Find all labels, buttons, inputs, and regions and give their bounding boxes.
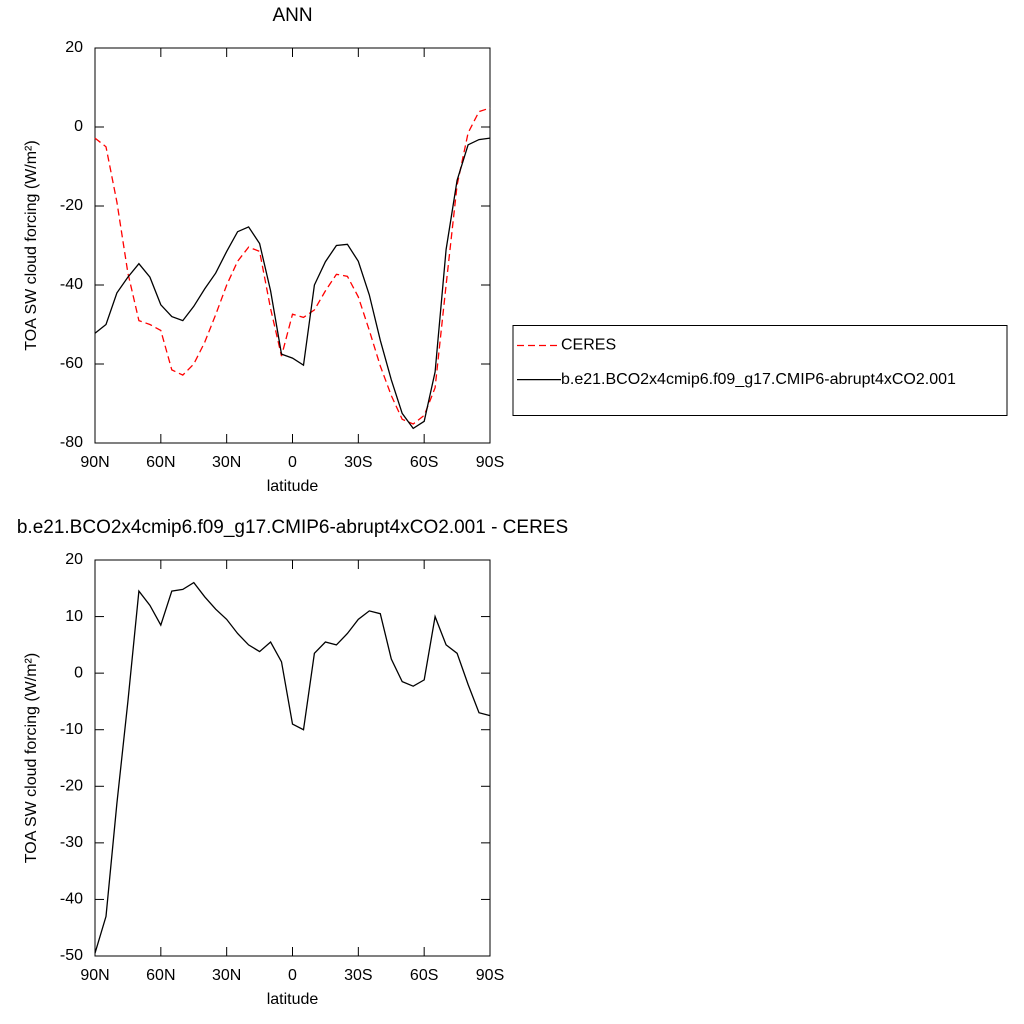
y-tick-label: 10 <box>65 608 83 625</box>
x-tick-label: 90S <box>476 454 504 471</box>
chart-title: ANN <box>272 5 312 26</box>
y-tick-label: 20 <box>65 39 83 56</box>
x-tick-label: 30N <box>212 967 241 984</box>
legend-box <box>512 325 1008 416</box>
data-line <box>94 137 491 430</box>
y-tick-label: -60 <box>60 355 83 372</box>
x-tick-label: 60N <box>146 967 175 984</box>
y-tick-label: -40 <box>60 891 83 908</box>
x-tick-label: 90N <box>80 454 109 471</box>
y-tick-label: 0 <box>74 118 83 135</box>
y-tick-label: 0 <box>74 664 83 681</box>
x-tick-label: 90N <box>80 967 109 984</box>
y-tick-label: -80 <box>60 434 83 451</box>
plot-frame <box>94 47 491 444</box>
x-tick-label: 30N <box>212 454 241 471</box>
x-tick-label: 90S <box>476 967 504 984</box>
x-tick-label: 30S <box>344 967 372 984</box>
y-tick-label: -20 <box>60 197 83 214</box>
legend-label: b.e21.BCO2x4cmip6.f09_g17.CMIP6-abrupt4x… <box>561 371 956 388</box>
x-axis-label: latitude <box>267 478 319 495</box>
y-axis-label: TOA SW cloud forcing (W/m²) <box>23 653 40 863</box>
y-axis-label: TOA SW cloud forcing (W/m²) <box>23 140 40 350</box>
chart-title: b.e21.BCO2x4cmip6.f09_g17.CMIP6-abrupt4x… <box>17 517 568 538</box>
y-tick-label: 20 <box>65 551 83 568</box>
x-tick-label: 60S <box>410 454 438 471</box>
x-axis-label: latitude <box>267 991 319 1008</box>
data-line <box>94 581 491 954</box>
x-tick-label: 60N <box>146 454 175 471</box>
y-tick-label: -10 <box>60 721 83 738</box>
y-tick-label: -20 <box>60 778 83 795</box>
x-tick-label: 0 <box>288 454 297 471</box>
legend-label: CERES <box>561 337 616 354</box>
x-tick-label: 30S <box>344 454 372 471</box>
data-line <box>94 107 491 425</box>
x-tick-label: 0 <box>288 967 297 984</box>
y-tick-label: -40 <box>60 276 83 293</box>
y-tick-label: -50 <box>60 947 83 964</box>
plot-frame <box>94 559 491 957</box>
y-tick-label: -30 <box>60 834 83 851</box>
x-tick-label: 60S <box>410 967 438 984</box>
